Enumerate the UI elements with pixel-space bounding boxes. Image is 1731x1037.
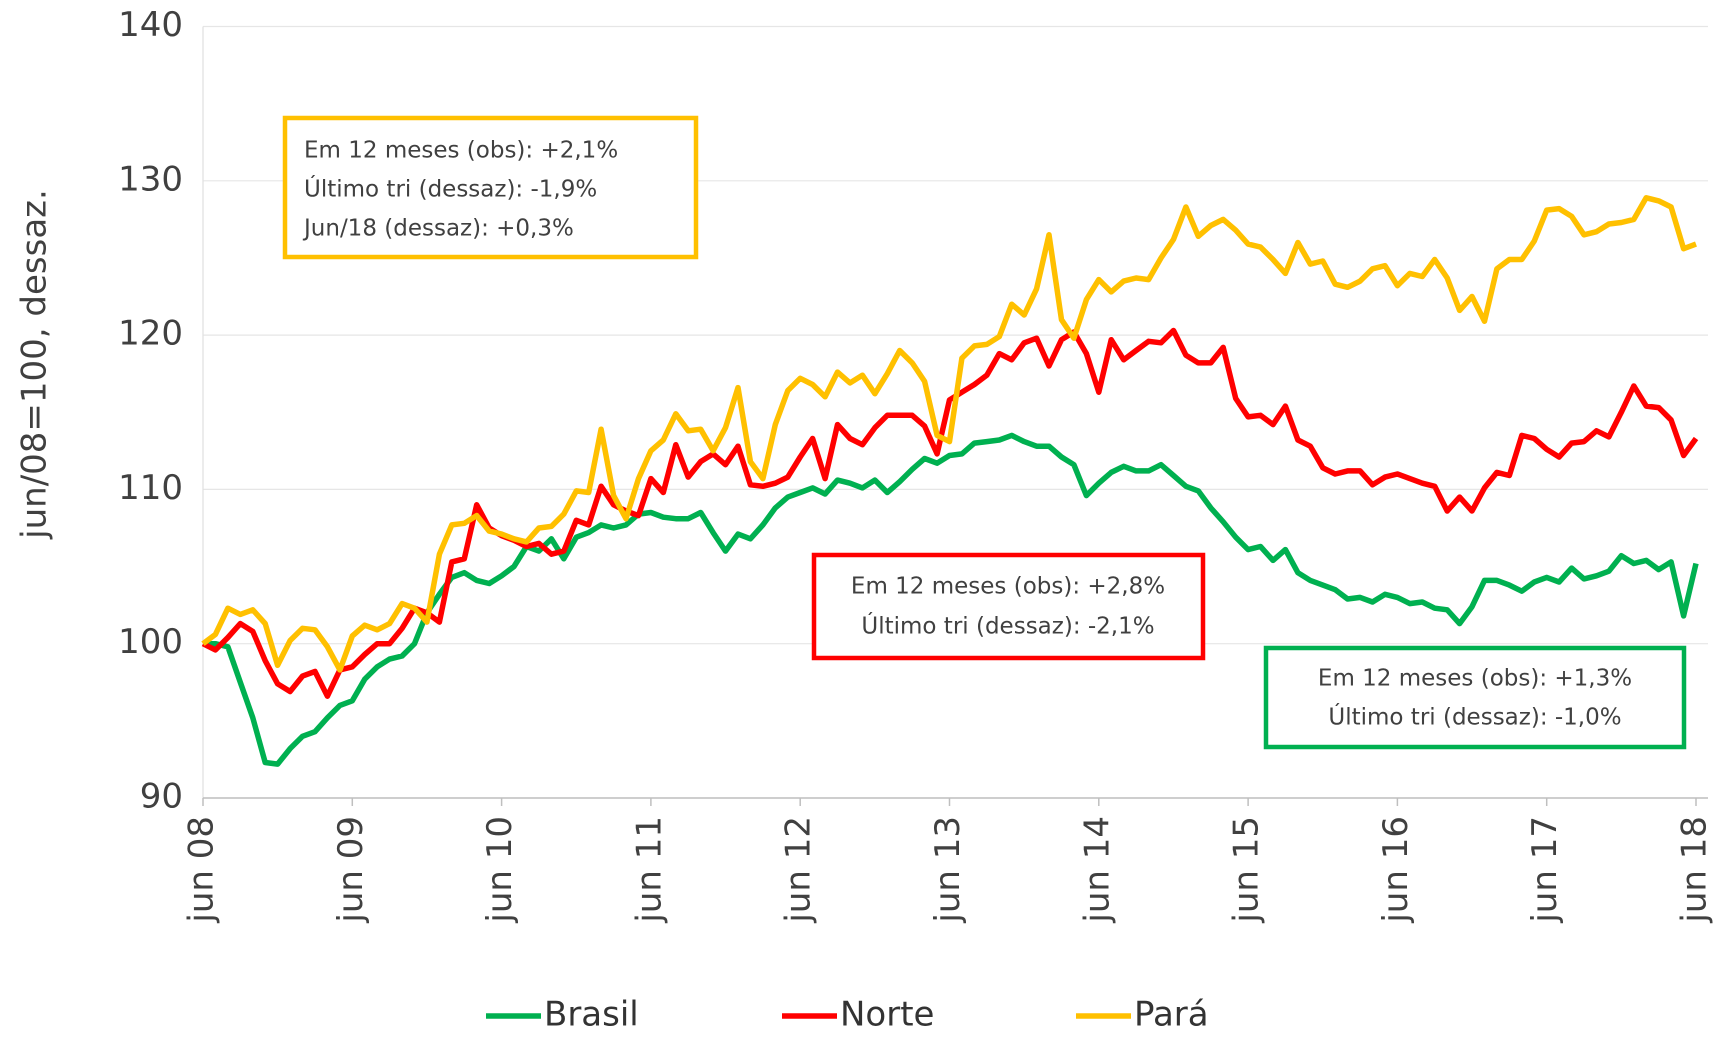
y-axis-label: jun/08=100, dessaz. [15,189,55,540]
annotation-text: Último tri (dessaz): -1,0% [1328,703,1621,731]
series-line [201,195,1697,673]
annotation-text: Último tri (dessaz): -2,1% [861,612,1154,640]
series-line [201,327,1699,699]
y-tick-label: 100 [118,622,183,662]
legend-label: Brasil [544,995,639,1035]
annotation-text: Jun/18 (dessaz): +0,3% [302,216,574,242]
annotation-text: Último tri (dessaz): -1,9% [304,175,597,203]
y-tick-label: 140 [118,5,183,45]
x-tick-label: jun 12 [779,816,819,924]
x-tick-label: jun 11 [629,816,669,924]
x-tick-label: jun 15 [1227,816,1267,924]
annotation-text: Em 12 meses (obs): +1,3% [1318,666,1632,692]
annotation-box [1263,645,1687,750]
annotation-box [811,552,1206,661]
x-tick-label: jun 17 [1525,816,1565,924]
y-tick-label: 120 [118,314,183,354]
legend-label: Norte [840,995,934,1035]
x-tick-label: jun 13 [928,816,968,924]
series-line [203,432,1699,767]
x-tick-label: jun 10 [480,816,520,924]
x-tick-label: jun 14 [1077,816,1117,924]
y-tick-label: 90 [140,777,183,817]
annotation-text: Em 12 meses (obs): +2,8% [851,574,1165,600]
y-tick-label: 110 [118,468,183,508]
legend-label: Pará [1134,995,1209,1035]
x-tick-label: jun 09 [331,816,371,924]
x-tick-label: jun 18 [1675,816,1715,924]
annotation-box [282,115,699,260]
x-tick-label: jun 08 [182,816,222,924]
y-tick-label: 130 [118,159,183,199]
x-tick-label: jun 16 [1376,816,1416,924]
annotation-text: Em 12 meses (obs): +2,1% [304,138,618,164]
